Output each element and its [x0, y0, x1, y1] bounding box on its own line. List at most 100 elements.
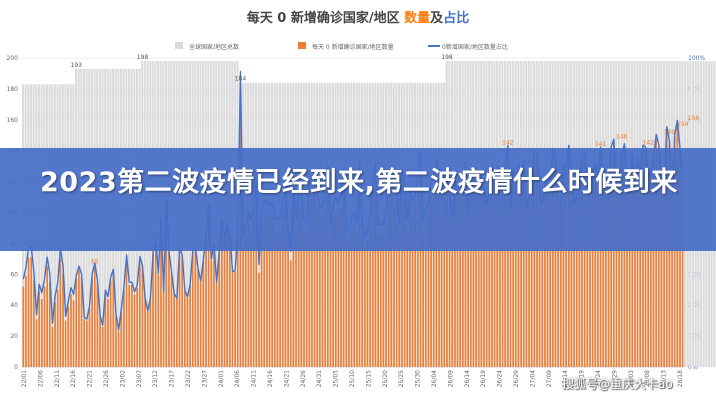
daily-bar	[242, 248, 244, 367]
daily-bar	[52, 327, 54, 367]
x-tick-label: 25/25	[398, 370, 405, 387]
daily-bar	[205, 239, 207, 367]
daily-bar	[163, 293, 165, 367]
daily-bar	[356, 234, 358, 367]
daily-bar	[115, 316, 117, 367]
daily-bar	[158, 274, 160, 367]
daily-bar	[237, 234, 239, 367]
chart-title-part-0: 每天 0 新增确诊国家/地区	[247, 10, 404, 26]
daily-bar	[377, 236, 379, 367]
total-data-label: 198	[441, 54, 453, 61]
daily-bar	[38, 291, 40, 367]
daily-bar	[364, 246, 366, 367]
daily-bar	[277, 231, 279, 367]
daily-bar	[218, 251, 220, 367]
daily-bar	[171, 273, 173, 367]
legend-swatch	[175, 42, 183, 49]
daily-bar	[144, 299, 146, 367]
daily-bar	[139, 260, 141, 367]
y-left-tick-label: 60	[10, 271, 18, 278]
daily-bar	[155, 240, 157, 367]
daily-bar	[83, 319, 85, 367]
y-left-tick-label: 160	[7, 117, 19, 124]
x-tick-label: 24/26	[300, 370, 307, 387]
x-tick-label: 24/06	[234, 370, 241, 387]
daily-bar	[200, 282, 202, 367]
daily-bar	[57, 290, 59, 367]
watermark: 搜狐号@重庆大卡ao	[562, 375, 673, 392]
x-tick-label: 22/26	[103, 370, 110, 387]
daily-bar	[107, 299, 109, 367]
daily-bar	[195, 250, 197, 367]
x-tick-label: 22/06	[37, 370, 44, 387]
daily-bar	[303, 233, 305, 367]
legend-label: 0新增国家/地区数量占比	[442, 43, 508, 51]
x-tick-label: 25/05	[333, 370, 340, 387]
x-tick-label: 23/12	[152, 370, 159, 387]
legend-swatch	[298, 42, 306, 49]
x-tick-label: 23/17	[169, 370, 176, 387]
daily-bar	[110, 280, 112, 367]
daily-data-label: 149	[664, 129, 676, 136]
daily-bar	[234, 271, 236, 367]
daily-bar	[245, 236, 247, 367]
x-tick-label: 23/02	[119, 370, 126, 387]
daily-bar	[147, 311, 149, 367]
x-tick-label: 26/29	[513, 370, 520, 387]
x-tick-label: 23/27	[201, 370, 208, 387]
daily-bar	[99, 318, 101, 367]
daily-bar	[367, 242, 369, 367]
total-data-label: 193	[71, 62, 83, 69]
daily-data-label: 65	[91, 259, 99, 266]
chart-title-part-2: 及	[430, 11, 444, 26]
daily-bar	[36, 319, 38, 367]
daily-bar	[68, 307, 70, 367]
daily-data-label: 142	[643, 140, 655, 147]
daily-bar	[33, 280, 35, 367]
x-tick-label: 27/09	[546, 370, 553, 387]
daily-bar	[44, 287, 46, 367]
legend-item-2: 0新增国家/地区数量占比	[428, 43, 508, 51]
daily-bar	[28, 257, 30, 367]
x-tick-label: 25/15	[365, 370, 372, 387]
x-tick-label: 24/31	[316, 370, 323, 387]
daily-bar	[94, 267, 96, 367]
daily-bar	[54, 302, 56, 367]
y-left-tick-label: 20	[10, 333, 18, 340]
daily-data-label: 154	[677, 121, 689, 128]
x-tick-label: 22/11	[54, 370, 61, 387]
daily-bar	[176, 299, 178, 367]
daily-bar	[65, 321, 67, 367]
daily-bar	[102, 327, 104, 367]
x-tick-label: 24/11	[251, 370, 258, 387]
x-tick-label: 28/18	[677, 370, 684, 387]
daily-bar	[361, 236, 363, 367]
daily-bar	[120, 311, 122, 367]
x-tick-label: 22/21	[87, 370, 94, 387]
x-tick-label: 26/09	[447, 370, 454, 387]
y-left-tick-label: 40	[10, 302, 18, 309]
daily-bar	[348, 239, 350, 367]
daily-bar	[290, 260, 292, 367]
daily-bar	[287, 242, 289, 367]
daily-bar	[91, 277, 93, 367]
daily-bar	[250, 231, 252, 367]
total-data-label: 198	[137, 54, 149, 61]
chart-title-part-1: 数量	[404, 10, 430, 26]
chart-title-part-3: 占比	[443, 10, 469, 26]
daily-bar	[123, 290, 125, 367]
daily-bar	[173, 294, 175, 367]
total-data-label: 184	[235, 76, 247, 83]
x-tick-label: 26/14	[464, 370, 471, 387]
daily-bar	[128, 285, 130, 367]
daily-bar	[211, 260, 213, 367]
daily-bar	[192, 251, 194, 367]
daily-bar	[383, 236, 385, 367]
x-tick-label: 22/01	[21, 370, 28, 387]
daily-bar	[78, 270, 80, 367]
daily-bar	[136, 288, 138, 367]
y-left-tick-label: 200	[7, 55, 19, 62]
daily-bar	[134, 294, 136, 367]
daily-bar	[70, 294, 72, 367]
daily-bar	[25, 276, 27, 367]
